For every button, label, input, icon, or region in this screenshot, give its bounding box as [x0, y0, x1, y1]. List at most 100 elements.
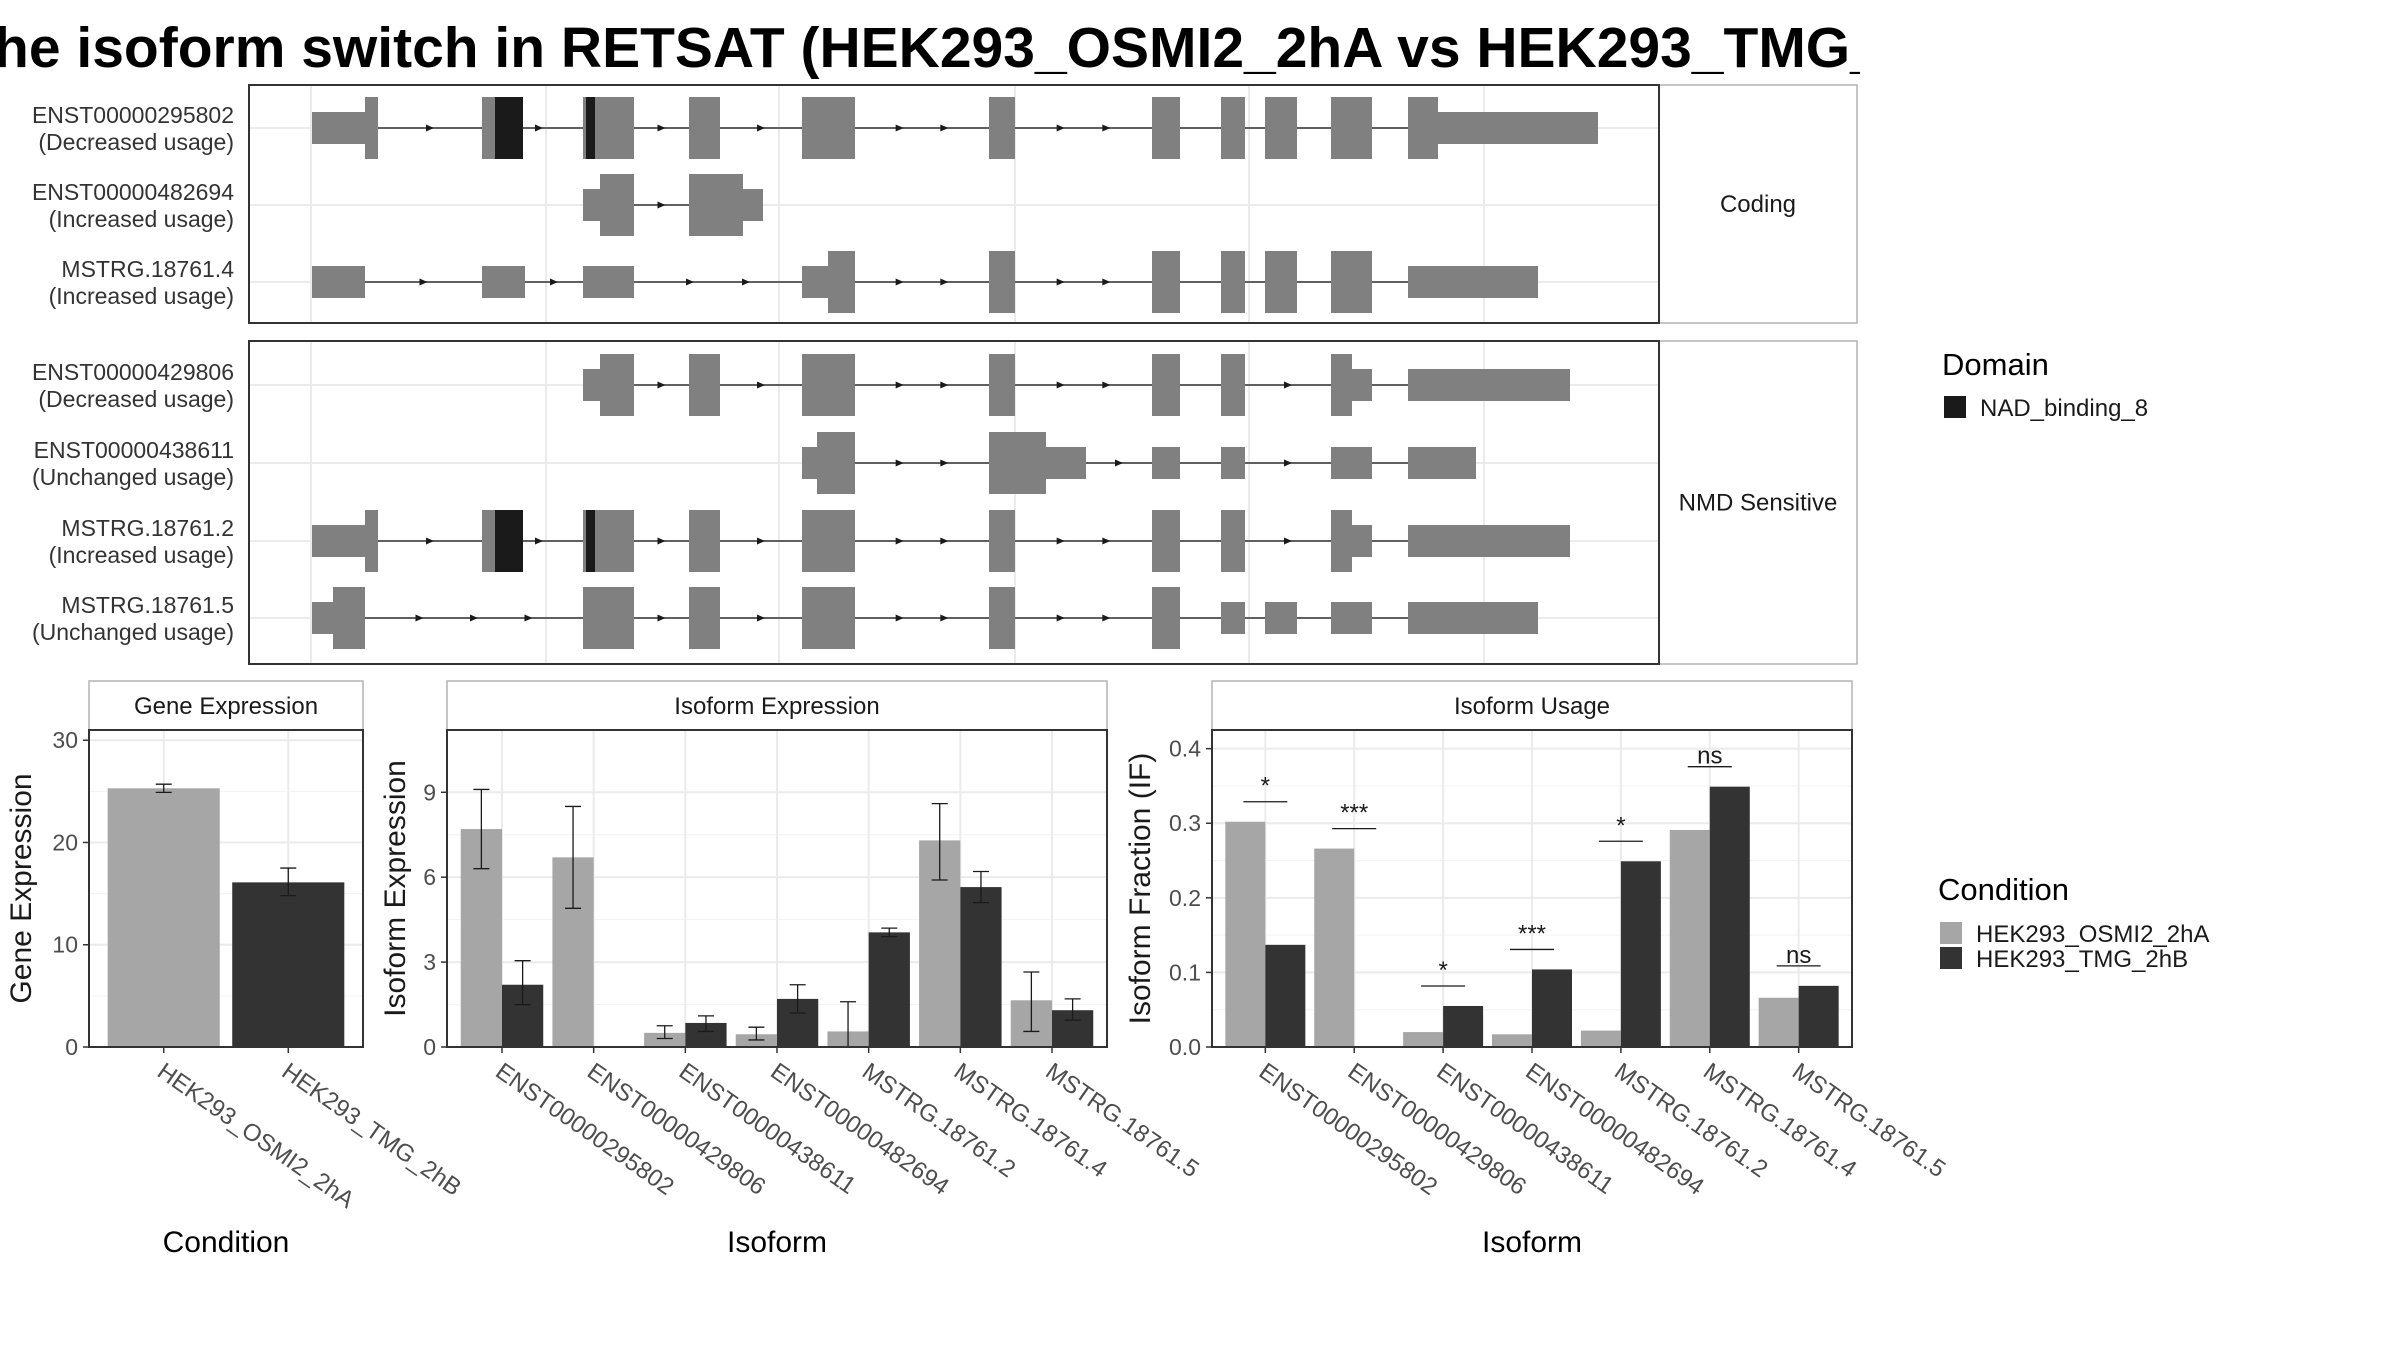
y-axis-title: Gene Expression — [5, 773, 38, 1003]
direction-arrow — [686, 278, 694, 286]
transcript-usage-label: (Unchanged usage) — [32, 464, 234, 490]
exon — [1152, 510, 1180, 572]
bar — [1580, 1030, 1621, 1047]
domain-box — [586, 97, 595, 159]
direction-arrow — [757, 537, 765, 545]
y-tick-label: 0.3 — [1169, 810, 1201, 836]
exon — [482, 97, 495, 159]
transcript-label: MSTRG.18761.2 — [61, 515, 234, 541]
panel-strip-label: NMD Sensitive — [1679, 490, 1838, 517]
exon — [583, 189, 600, 221]
exon — [802, 587, 855, 649]
direction-arrow — [742, 278, 750, 286]
bar — [1443, 1005, 1484, 1047]
direction-arrow — [757, 614, 765, 622]
direction-arrow — [1102, 124, 1111, 132]
direction-arrow — [940, 614, 949, 622]
direction-arrow — [1056, 614, 1065, 622]
transcript-usage-label: (Decreased usage) — [38, 386, 234, 412]
panel-border — [248, 84, 1660, 324]
exon — [583, 369, 600, 401]
transcript-label: MSTRG.18761.4 — [61, 256, 234, 282]
exon — [828, 251, 855, 313]
x-axis-title: Isoform — [1482, 1226, 1582, 1259]
significance-label: ns — [1697, 743, 1722, 770]
transcript-usage-label: (Increased usage) — [49, 283, 234, 309]
x-tick-label: MSTRG.18761.5 — [1041, 1058, 1204, 1183]
transcript-usage-label: (Increased usage) — [49, 206, 234, 232]
exon — [1408, 97, 1438, 159]
bar — [1669, 829, 1710, 1047]
exon — [1221, 354, 1245, 416]
legends: Domain NAD_binding_8 Condition HEK293_OSMI2… — [1938, 347, 2209, 973]
bar — [1492, 1034, 1532, 1047]
exon — [1331, 354, 1352, 416]
transcript-label: MSTRG.18761.5 — [61, 592, 234, 618]
bar — [107, 788, 220, 1047]
direction-arrow — [895, 381, 904, 389]
exon — [689, 97, 720, 159]
x-tick-label: MSTRG.18761.2 — [1609, 1058, 1772, 1183]
direction-arrow — [415, 614, 424, 622]
exon — [802, 510, 855, 572]
direction-arrow — [657, 201, 666, 209]
exon — [1152, 251, 1180, 313]
direction-arrow — [1102, 614, 1111, 622]
y-axis-title: Isoform Fraction (IF) — [1124, 753, 1157, 1025]
exon — [1221, 602, 1245, 634]
x-tick-label: MSTRG.18761.2 — [857, 1058, 1020, 1183]
transcript-row: MSTRG.18761.2(Increased usage) — [49, 510, 1570, 572]
direction-arrow — [657, 381, 666, 389]
exon — [989, 97, 1015, 159]
direction-arrow — [757, 381, 765, 389]
transcript-usage-label: (Increased usage) — [49, 542, 234, 568]
x-axis-title: Condition — [163, 1226, 290, 1259]
panel-border — [248, 340, 1660, 665]
y-tick-label: 0.4 — [1169, 736, 1201, 762]
chart-strip — [1211, 680, 1853, 731]
exon — [689, 587, 720, 649]
direction-arrow — [1056, 278, 1065, 286]
direction-arrow — [1102, 278, 1111, 286]
legend-title: Condition — [1938, 872, 2069, 907]
bar — [1758, 997, 1799, 1047]
chart-strip — [88, 680, 364, 731]
exon — [802, 354, 855, 416]
exon — [1352, 369, 1372, 401]
y-tick-label: 30 — [52, 727, 78, 753]
bar-chart: Isoform Expression 0 3 6 9 Isoform Expression… — [379, 680, 1204, 1259]
exon — [689, 354, 720, 416]
chart-title: Isoform Expression — [674, 693, 879, 720]
page-title: he isoform switch in RETSAT (HEK293_OSMI… — [0, 16, 1860, 80]
transcript-label: ENST00000438611 — [34, 437, 234, 463]
transcript-row: ENST00000429806(Decreased usage) — [32, 354, 1570, 416]
transcript-row: ENST00000295802(Decreased usage) — [32, 97, 1598, 159]
direction-arrow — [940, 278, 949, 286]
direction-arrow — [419, 278, 428, 286]
direction-arrow — [1056, 124, 1065, 132]
direction-arrow — [1102, 381, 1111, 389]
direction-arrow — [657, 124, 666, 132]
exon — [1221, 447, 1245, 479]
y-axis-title: Isoform Expression — [379, 760, 412, 1017]
exon — [600, 354, 634, 416]
bar — [1798, 985, 1839, 1047]
direction-arrow — [657, 537, 666, 545]
bar — [735, 1034, 777, 1047]
transcript-usage-label: (Decreased usage) — [38, 129, 234, 155]
exon — [1265, 97, 1297, 159]
exon — [1221, 97, 1245, 159]
direction-arrow — [895, 124, 904, 132]
legend-label: HEK293_TMG_2hB — [1976, 946, 2188, 973]
transcript-label: ENST00000482694 — [32, 179, 234, 205]
exon — [1352, 525, 1372, 557]
transcript-label: ENST00000295802 — [32, 102, 234, 128]
exon — [1221, 251, 1245, 313]
panel-strip — [1658, 340, 1858, 665]
bar — [232, 882, 345, 1047]
exon — [583, 587, 634, 649]
exon — [583, 266, 634, 298]
exon — [595, 97, 634, 159]
